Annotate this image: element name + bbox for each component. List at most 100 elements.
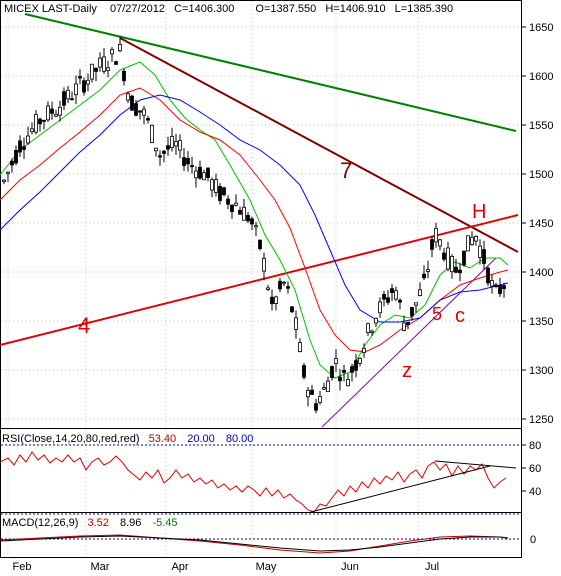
price-tick-label: 1550 xyxy=(529,120,553,132)
moving-averages xyxy=(0,61,509,379)
candle-body xyxy=(42,119,46,122)
candle-body xyxy=(262,257,266,272)
candle-body xyxy=(398,299,402,303)
candle-body xyxy=(278,280,282,290)
candle-body xyxy=(194,170,198,179)
header-low: L=1385.390 xyxy=(395,3,453,15)
candle-body xyxy=(134,103,138,116)
symbol-name: MICEX LAST-Daily xyxy=(4,3,97,15)
macd-signal-line xyxy=(0,535,509,552)
ma-blue xyxy=(0,94,509,323)
candle-body xyxy=(426,269,430,272)
candle-body xyxy=(498,284,502,294)
price-y-axis: 1250 1300 1350 1400 1450 1500 1550 1600 1650 xyxy=(521,22,553,426)
candle-body xyxy=(246,214,250,222)
annotation-4: 4 xyxy=(78,313,90,338)
candle-body xyxy=(418,289,422,296)
candle-body xyxy=(250,218,254,225)
candle-body xyxy=(390,288,394,293)
candle-body xyxy=(434,227,438,243)
macd-value-2: 8.96 xyxy=(120,517,141,529)
candle-body xyxy=(366,323,370,334)
candle-body xyxy=(234,202,238,206)
price-tick-label: 1450 xyxy=(529,218,553,230)
candle-body xyxy=(258,239,262,249)
candle-body xyxy=(406,321,410,326)
candle-body xyxy=(174,141,178,147)
rsi-trend-lower xyxy=(310,465,491,513)
rsi-trend-upper xyxy=(434,460,517,469)
rsi-line xyxy=(0,451,507,513)
candle-body xyxy=(106,67,110,71)
candle-body xyxy=(350,366,354,373)
candle-body xyxy=(146,117,150,121)
header-high: H=1406.910 xyxy=(325,3,385,15)
x-tick-label: Jul xyxy=(425,561,439,573)
candle-body xyxy=(314,403,318,411)
chart-title: MICEX LAST-Daily 07/27/2012 C=1406.300 O… xyxy=(4,3,453,15)
candle-body xyxy=(502,285,506,290)
candle-body xyxy=(254,225,258,228)
x-tick-label: Jun xyxy=(341,561,359,573)
candle-body xyxy=(334,358,338,365)
candle-body xyxy=(222,187,226,196)
x-tick-label: May xyxy=(256,561,277,573)
trend-line-green xyxy=(24,13,517,132)
candle-body xyxy=(370,330,374,333)
annotation-5: 5 xyxy=(432,304,442,324)
candle-body xyxy=(298,342,302,352)
candle-body xyxy=(130,95,134,111)
candle-body xyxy=(98,57,102,68)
candle-body xyxy=(318,396,322,403)
candle-body xyxy=(114,61,118,65)
candle-body xyxy=(10,160,14,166)
candle-body xyxy=(198,166,202,179)
candle-body xyxy=(138,110,142,113)
candle-body xyxy=(118,43,122,52)
macd-value-1: 3.52 xyxy=(87,517,108,529)
price-tick-label: 1600 xyxy=(529,71,553,83)
rsi-label: RSI(Close,14,20,80,red,red) 53.40 20.00 … xyxy=(2,433,253,445)
macd-value-3: -5.45 xyxy=(152,517,177,529)
candle-body xyxy=(322,387,326,390)
price-tick-label: 1350 xyxy=(529,316,553,328)
candle-body xyxy=(62,91,66,106)
x-axis: Feb Mar Apr May Jun Jul xyxy=(13,561,440,573)
header-date: 07/27/2012 xyxy=(110,3,165,15)
candle-body xyxy=(170,136,174,148)
candle-body xyxy=(474,235,478,242)
candle-body xyxy=(78,76,82,79)
candle-body xyxy=(178,140,182,151)
candle-body xyxy=(290,306,294,313)
candle-body xyxy=(402,322,406,331)
candle-body xyxy=(54,113,58,117)
macd-label: MACD(12,26,9) 3.52 8.96 -5.45 xyxy=(2,517,178,529)
candle-body xyxy=(382,294,386,300)
candle-body xyxy=(182,157,186,166)
candle-body xyxy=(26,135,30,144)
annotations: 7 4 H 5 c z xyxy=(78,158,486,382)
trend-line-brown xyxy=(119,37,519,253)
candle-body xyxy=(86,79,90,85)
candle-body xyxy=(442,252,446,260)
price-tick-label: 1250 xyxy=(529,414,553,426)
candle-body xyxy=(458,269,462,274)
candle-body xyxy=(346,379,350,387)
candle-body xyxy=(142,108,146,116)
macd-tick-0: 0 xyxy=(530,534,536,546)
candle-body xyxy=(410,306,414,317)
candle-body xyxy=(302,365,306,378)
rsi-name: RSI(Close,14,20,80,red,red) xyxy=(2,433,140,445)
price-tick-label: 1400 xyxy=(529,267,553,279)
annotation-7: 7 xyxy=(340,158,352,183)
candle-body xyxy=(90,63,94,80)
candle-body xyxy=(450,256,454,273)
candle-body xyxy=(310,389,314,395)
candle-body xyxy=(430,239,434,250)
candle-body xyxy=(162,150,166,154)
candle-body xyxy=(186,157,190,165)
candle-body xyxy=(482,249,486,264)
candle-body xyxy=(38,118,42,125)
candlesticks xyxy=(2,36,506,414)
candle-body xyxy=(362,347,366,354)
